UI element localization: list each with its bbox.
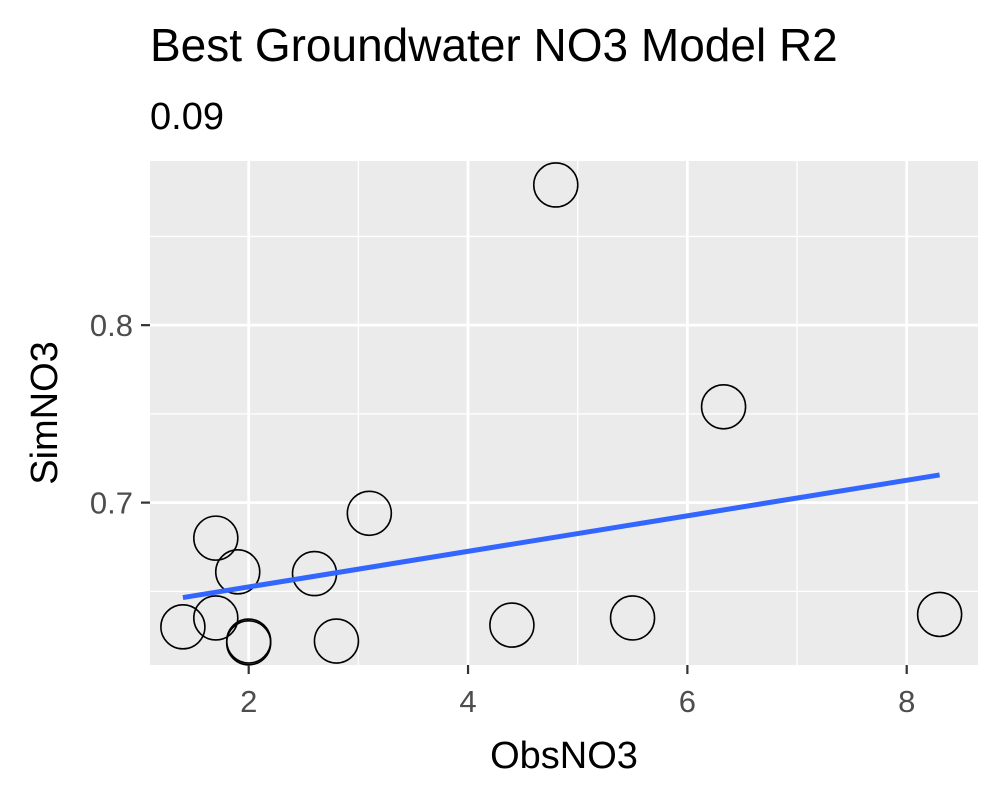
y-tick-label: 0.8 bbox=[90, 308, 133, 343]
chart-title: Best Groundwater NO3 Model R2 bbox=[150, 19, 838, 71]
data-point-13 bbox=[700, 383, 747, 430]
data-point-3 bbox=[193, 515, 239, 561]
data-point-6 bbox=[225, 620, 272, 666]
data-point-4 bbox=[214, 549, 261, 595]
data-point-11 bbox=[532, 162, 579, 208]
data-point-10 bbox=[489, 602, 535, 648]
y-axis-title: SimNO3 bbox=[24, 341, 66, 485]
x-tick-label: 4 bbox=[459, 684, 476, 719]
data-point-2 bbox=[193, 595, 239, 641]
data-point-9 bbox=[346, 490, 393, 537]
y-tick-label: 0.7 bbox=[90, 486, 133, 521]
data-point-14 bbox=[916, 591, 963, 638]
x-tick-label: 8 bbox=[898, 684, 915, 719]
chart-subtitle: 0.09 bbox=[150, 96, 224, 138]
x-tick-label: 6 bbox=[679, 684, 696, 719]
data-point-1 bbox=[160, 604, 206, 650]
x-axis-title: ObsNO3 bbox=[490, 735, 638, 777]
data-point-12 bbox=[609, 595, 656, 641]
fit-line bbox=[182, 472, 941, 601]
data-point-8 bbox=[313, 618, 360, 664]
x-tick-label: 2 bbox=[240, 684, 257, 719]
